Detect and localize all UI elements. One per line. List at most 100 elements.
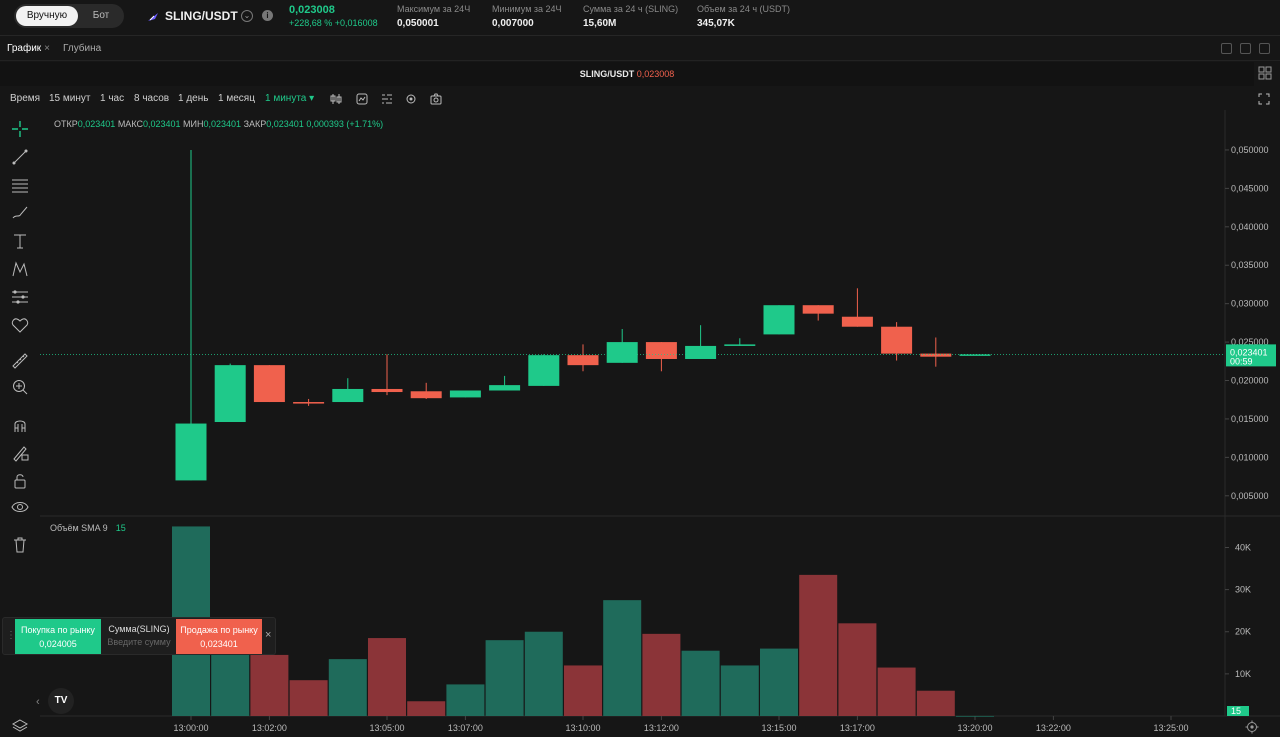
mode-toggle[interactable]: Вручную Бот (14, 4, 124, 28)
volume-bar (642, 633, 681, 716)
lock-icon[interactable] (11, 472, 29, 490)
candle-body (371, 388, 403, 393)
time-tick-label: 13:12:00 (644, 723, 679, 733)
volume-bar (956, 715, 994, 717)
candle-body (763, 305, 795, 335)
pair-selector[interactable]: SLING/USDT (165, 9, 238, 23)
stat-low-24h: Минимум за 24Ч 0,007000 (492, 4, 562, 29)
stat-label: Максимум за 24Ч (397, 4, 471, 14)
low-label: МИН (183, 119, 204, 129)
interval-dropdown[interactable]: 1 минута ▾ (265, 93, 315, 104)
candle-type-icon[interactable] (330, 93, 342, 105)
buy-label: Покупка по рынку (21, 625, 95, 635)
stat-label: Сумма за 24 ч (SLING) (583, 4, 679, 14)
layout-grid-icon[interactable] (1258, 66, 1272, 80)
stat-label: Объем за 24 ч (USDT) (697, 4, 791, 14)
amount-label: Сумма(SLING) (108, 624, 170, 634)
volume-bar (289, 680, 328, 716)
price-tick-label: 0,050000 (1231, 145, 1269, 155)
time-tick-label: 13:02:00 (252, 723, 287, 733)
price-tick-label: 0,015000 (1231, 414, 1269, 424)
volume-bar (485, 640, 524, 716)
prediction-icon[interactable] (11, 288, 29, 306)
trash-icon[interactable] (11, 536, 29, 554)
popout-icon[interactable] (1259, 43, 1270, 54)
interval-1M[interactable]: 1 месяц (218, 93, 255, 104)
time-tick-label: 13:25:00 (1153, 723, 1188, 733)
low-value: 0,023401 (203, 119, 242, 129)
stat-value: 0,050001 (397, 18, 439, 29)
time-tick-label: 13:00:00 (173, 723, 208, 733)
open-value: 0,023401 (77, 119, 116, 129)
tab-label: График (7, 43, 42, 54)
stat-label: Минимум за 24Ч (492, 4, 562, 14)
time-tick-label: 13:17:00 (840, 723, 875, 733)
volume-bar (681, 650, 720, 716)
buy-price: 0,024005 (39, 639, 77, 649)
chevron-left-icon[interactable]: ‹ (36, 696, 40, 708)
chart-title-price: 0,023008 (636, 69, 675, 79)
brush-icon[interactable] (11, 204, 29, 222)
mode-manual-button[interactable]: Вручную (16, 6, 78, 26)
candle-body (959, 354, 991, 356)
settings-list-icon[interactable] (381, 93, 393, 105)
open-label: ОТКР (54, 119, 78, 129)
info-icon[interactable]: i (262, 10, 273, 21)
chevron-down-icon[interactable]: ⌄ (241, 10, 253, 22)
close-label: ЗАКР (243, 119, 267, 129)
time-tick-label: 13:07:00 (448, 723, 483, 733)
eye-icon[interactable] (11, 498, 29, 516)
current-volume-label: 15 (1231, 706, 1241, 716)
candle-body (881, 326, 913, 354)
candle-body (685, 345, 717, 359)
pattern-icon[interactable] (11, 260, 29, 278)
tab-depth[interactable]: Глубина (63, 43, 102, 54)
copy-icon[interactable] (1221, 43, 1232, 54)
tab-chart[interactable]: График × (7, 43, 50, 54)
countdown-label: 00:59 (1230, 356, 1253, 366)
ruler-icon[interactable] (11, 352, 29, 370)
high-value: 0,023401 (142, 119, 181, 129)
lock-pencil-icon[interactable] (11, 444, 29, 462)
volume-sma-value: 15 (115, 523, 126, 533)
trendline-icon[interactable] (11, 148, 29, 166)
zoom-in-icon[interactable] (11, 378, 29, 396)
volume-legend: Объём SMA 9 15 (50, 523, 126, 533)
stat-value: 15,60M (583, 18, 617, 29)
last-price: 0,023008 (289, 4, 335, 16)
horizontal-lines-icon[interactable] (11, 176, 29, 194)
mode-bot-button[interactable]: Бот (92, 10, 110, 21)
volume-bar (328, 659, 367, 716)
layers-icon[interactable] (12, 718, 28, 734)
volume-bar (407, 701, 446, 716)
interval-8h[interactable]: 8 часов (134, 93, 170, 104)
time-button[interactable]: Время (10, 93, 41, 104)
magnet-icon[interactable] (11, 416, 29, 434)
interval-1d[interactable]: 1 день (178, 93, 209, 104)
tab-tools (1221, 43, 1270, 54)
drag-handle-icon[interactable]: ⋮ (6, 630, 16, 641)
time-tick-label: 13:05:00 (369, 723, 404, 733)
price-tick-label: 0,030000 (1231, 299, 1269, 309)
interval-1h[interactable]: 1 час (100, 93, 125, 104)
tradingview-logo[interactable]: TV (48, 688, 74, 714)
fullscreen-icon[interactable] (1258, 93, 1270, 105)
heart-icon[interactable] (11, 316, 29, 334)
close-icon[interactable]: × (44, 43, 51, 54)
time-tick-label: 13:15:00 (761, 723, 796, 733)
text-icon[interactable] (11, 232, 29, 250)
gear-icon[interactable] (405, 93, 417, 105)
gear-icon[interactable] (1245, 720, 1259, 734)
amount-input[interactable] (104, 637, 174, 647)
volume-tick-label: 40K (1235, 542, 1251, 552)
candle-body (175, 423, 207, 481)
candle-body (802, 305, 834, 314)
camera-icon[interactable] (430, 93, 442, 105)
crosshair-icon[interactable] (11, 120, 29, 138)
close-icon[interactable]: × (265, 629, 272, 641)
market-buy-button[interactable]: Покупка по рынку 0,024005 (15, 619, 101, 654)
indicators-icon[interactable] (356, 93, 368, 105)
duplicate-icon[interactable] (1240, 43, 1251, 54)
market-sell-button[interactable]: Продажа по рынку 0,023401 (176, 619, 262, 654)
interval-15m[interactable]: 15 минут (49, 93, 91, 104)
